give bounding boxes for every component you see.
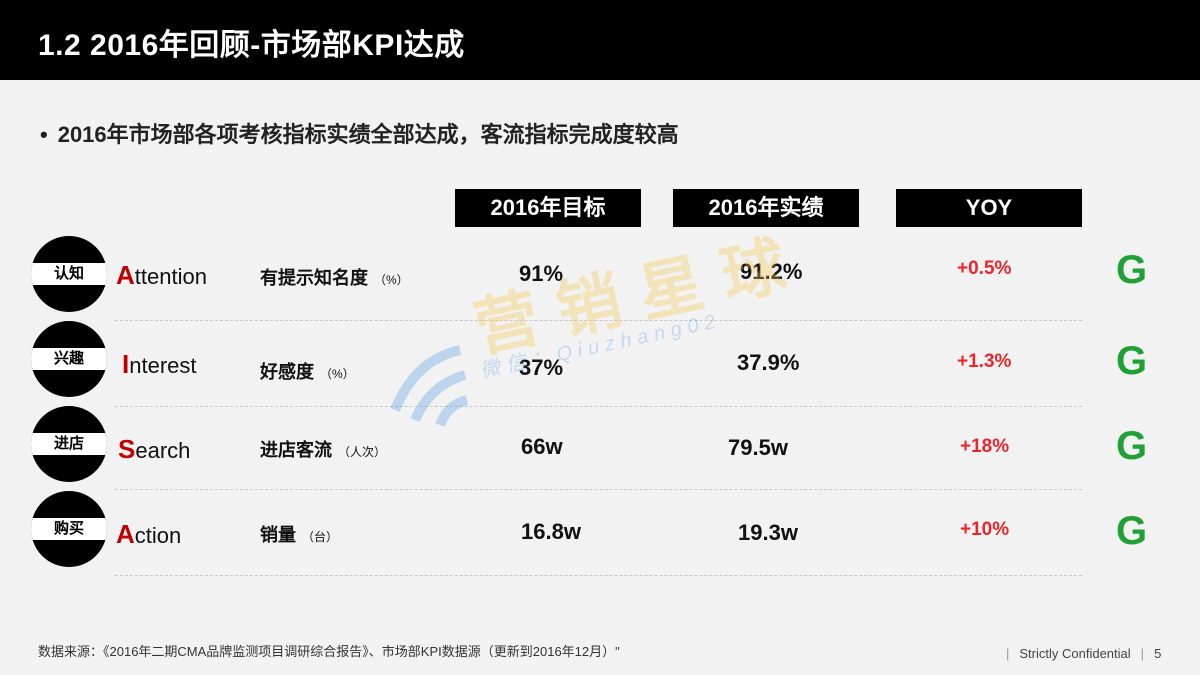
metric-unit: （台） [302,530,339,544]
yoy-value: +0.5% [957,258,1012,279]
stage-circle: 购买 [31,491,107,567]
metric-label: 有提示知名度 [260,268,368,288]
grade-mark: G [1116,511,1147,551]
grade-mark: G [1116,250,1147,290]
stage-circle: 进店 [31,406,107,482]
metric-label: 好感度 [260,362,314,382]
grade-letter: G [1116,424,1148,468]
metric-label: 进店客流 [260,440,332,460]
kpi-row: 购买 Action 销量 （台） 16.8w 19.3w +10% G [0,491,1200,575]
actual-value: 37.9% [737,350,800,375]
actual-value: 19.3w [738,520,798,545]
grade-mark: G [1116,426,1147,466]
metric-name: 好感度 （%） [260,358,355,384]
kpi-row: 认知 Attention 有提示知名度 （%） 91% 91.2% +0.5% G [0,236,1200,320]
row-divider [115,320,1082,321]
target-value: 66w [521,434,563,459]
metric-unit: （%） [374,273,409,287]
stage-word-initial: S [118,434,136,464]
bullet: • [40,122,48,147]
grade-letter: G [1116,339,1148,383]
page-number: 5 [1154,646,1162,661]
metric-unit: （%） [320,367,355,381]
column-header-target: 2016年目标 [455,189,641,227]
stage-word: Search [118,434,190,465]
stage-label: 兴趣 [31,348,107,370]
footer-separator: | [1140,646,1145,661]
yoy-value: +1.3% [957,351,1012,372]
slide-title: 1.2 2016年回顾-市场部KPI达成 [38,29,465,62]
metric-label: 销量 [260,525,296,545]
metric-name: 进店客流 （人次） [260,436,386,462]
footer-right: | Strictly Confidential | 5 [996,646,1161,661]
footer-source: 数据来源：《2016年二期CMA品牌监测项目调研综合报告》、市场部KPI数据源（… [38,644,620,659]
stage-circle: 认知 [31,236,107,312]
row-divider [115,489,1082,490]
kpi-row: 进店 Search 进店客流 （人次） 66w 79.5w +18% G [0,406,1200,490]
yoy-value: +18% [960,436,1010,457]
stage-word-initial: I [122,349,130,379]
metric-unit: （人次） [338,445,387,459]
yoy-value: +10% [960,519,1010,540]
grade-letter: G [1116,248,1148,292]
stage-word-rest: earch [135,438,191,463]
stage-word: Attention [116,260,207,291]
stage-word-rest: nterest [129,353,197,378]
stage-word-initial: A [116,519,135,549]
column-header-yoy: YOY [896,189,1082,227]
slide-subtitle: • 2016年市场部各项考核指标实绩全部达成，客流指标完成度较高 [40,117,679,149]
subtitle-text: 2016年市场部各项考核指标实绩全部达成，客流指标完成度较高 [57,122,679,147]
stage-label: 认知 [31,263,107,285]
target-value: 37% [519,355,564,380]
title-bar: 1.2 2016年回顾-市场部KPI达成 [0,0,1200,80]
target-value: 16.8w [521,519,581,544]
target-value: 91% [519,261,564,286]
metric-name: 有提示知名度 （%） [260,264,409,290]
grade-mark: G [1116,341,1147,381]
stage-circle: 兴趣 [31,321,107,397]
stage-word-rest: ttention [134,264,207,289]
footer-separator: | [1006,646,1010,661]
row-divider [115,575,1082,576]
metric-name: 销量 （台） [260,521,338,547]
kpi-row: 兴趣 Interest 好感度 （%） 37% 37.9% +1.3% G [0,321,1200,405]
actual-value: 91.2% [740,259,803,284]
stage-word: Interest [122,349,197,380]
stage-word-initial: A [116,260,135,290]
confidential-label: Strictly Confidential [1019,646,1131,661]
stage-label: 购买 [31,518,107,540]
actual-value: 79.5w [728,435,788,460]
stage-word: Action [116,519,181,550]
row-divider [115,406,1082,407]
stage-label: 进店 [31,433,107,455]
stage-word-rest: ction [134,523,182,548]
column-header-actual: 2016年实绩 [673,189,859,227]
grade-letter: G [1116,509,1148,553]
